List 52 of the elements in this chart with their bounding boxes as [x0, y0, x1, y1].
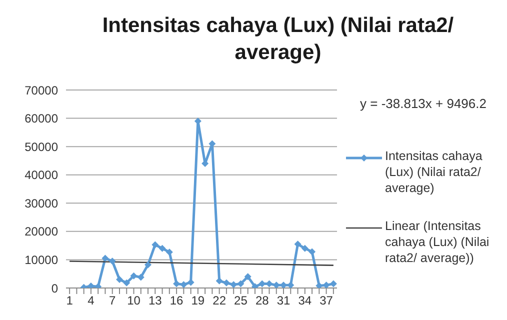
chart-title: Intensitas cahaya (Lux) (Nilai rata2/ average): [101, 13, 455, 66]
point: [130, 272, 138, 280]
point: [108, 258, 116, 265]
point: [180, 281, 188, 288]
x-tick-label: 34: [298, 294, 312, 308]
point: [166, 248, 173, 256]
x-tick-label: 31: [276, 294, 291, 308]
y-tick-label: 70000: [24, 83, 58, 98]
x-tick-label: 37: [320, 294, 334, 308]
point: [173, 280, 180, 288]
point: [102, 254, 109, 262]
point: [316, 282, 323, 288]
point: [272, 282, 280, 288]
point: [330, 280, 337, 288]
point: [287, 282, 294, 288]
y-tick-label: 50000: [24, 140, 58, 154]
point: [222, 279, 230, 286]
legend-label: Intensitas cahaya (Lux) (Nilai rata2/ average): [385, 148, 484, 196]
point: [216, 277, 223, 284]
x-tick-label: 4: [88, 294, 95, 308]
y-tick-label: 0: [51, 281, 58, 296]
x-tick-label: 10: [127, 294, 141, 308]
y-tick-label: 30000: [24, 196, 58, 210]
point: [137, 274, 144, 281]
text: y = -38.813x + 9496.2: [360, 96, 486, 111]
point: [123, 279, 130, 286]
point: [230, 281, 238, 288]
point: [116, 276, 123, 284]
point: [322, 282, 330, 288]
x-tick-label: 13: [148, 294, 162, 308]
x-tick-label: 19: [191, 294, 205, 308]
x-tick-label: 16: [170, 294, 184, 308]
x-tick-label: 7: [109, 294, 116, 308]
point: [244, 273, 252, 280]
point: [301, 244, 308, 252]
y-tick-label: 20000: [24, 224, 58, 239]
point: [87, 282, 94, 288]
point: [237, 280, 244, 288]
legend-label: Linear (Intensitas cahaya (Lux) (Nilai rata2/ average)): [385, 218, 490, 266]
point: [144, 261, 152, 268]
x-tick-label: 1: [66, 294, 74, 308]
point: [294, 240, 302, 248]
y-tick-label: 40000: [24, 168, 58, 182]
point: [152, 241, 159, 248]
y-tick-label: 10000: [24, 252, 58, 267]
y-tick-label: 60000: [24, 112, 58, 126]
x-tick-label: 22: [212, 294, 226, 308]
point: [187, 278, 194, 286]
x-tick-label: 28: [255, 294, 270, 308]
point: [308, 248, 316, 256]
point: [158, 244, 166, 252]
x-tick-label: 25: [234, 294, 248, 308]
